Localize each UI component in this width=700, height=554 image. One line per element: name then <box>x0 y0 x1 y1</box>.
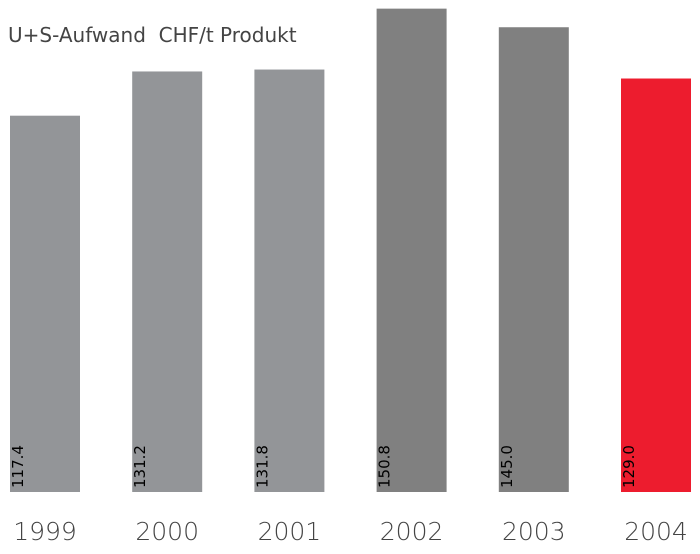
value-label: 145.0 <box>498 445 516 488</box>
x-tick-label: 2003 <box>502 517 566 546</box>
x-tick-label: 2001 <box>258 517 322 546</box>
x-tick-label: 1999 <box>13 517 77 546</box>
value-label: 150.8 <box>376 445 394 488</box>
bar <box>10 115 80 493</box>
chart-title: U+S-Aufwand CHF/t Produkt <box>8 23 297 47</box>
x-tick-label: 2002 <box>380 517 444 546</box>
bar <box>621 78 691 493</box>
bar <box>132 71 203 492</box>
bar <box>376 8 447 493</box>
value-label: 129.0 <box>620 445 638 488</box>
x-tick-label: 2000 <box>135 517 199 546</box>
value-label: 131.2 <box>131 445 149 488</box>
value-label: 131.8 <box>253 445 271 488</box>
value-label: 117.4 <box>9 445 27 488</box>
bar <box>498 27 569 493</box>
x-tick-label: 2004 <box>624 517 688 546</box>
bar <box>254 69 325 493</box>
